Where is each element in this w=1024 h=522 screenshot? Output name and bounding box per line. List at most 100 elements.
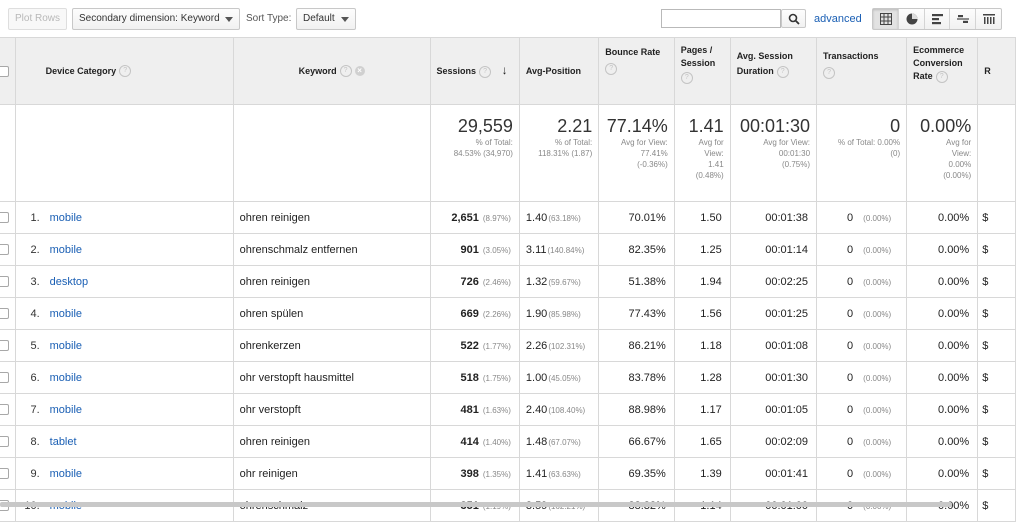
avg-position-percent: (140.84%) [547,245,585,255]
view-pie-button[interactable] [899,9,925,29]
help-icon[interactable]: ? [605,63,618,75]
row-checkbox[interactable] [0,244,10,256]
select-all-checkbox[interactable] [0,65,10,77]
device-category-link[interactable]: tablet [49,435,77,448]
view-performance-button[interactable] [925,9,951,29]
pie-chart-icon [906,13,918,25]
row-checkbox[interactable] [0,372,10,384]
help-icon[interactable]: ? [776,65,789,78]
row-number: 4. [30,307,40,320]
device-category-link[interactable]: mobile [49,339,83,352]
table-row: 8. tablet ohren reinigen 414 (1.40%) 1.48(… [0,425,1016,458]
totals-pages-session-cell: 1.41 Avg for View: 1.41 (0.48%) [673,104,731,202]
pages-per-session-label-line1: Pages / [680,45,713,55]
device-category-link[interactable]: mobile [49,243,83,256]
avg-session-duration-cell: 00:01:08 [729,329,818,362]
totals-subtext: 00:01:30 [778,149,811,158]
next-column-cell: $ [977,265,1016,298]
row-checkbox[interactable] [0,436,10,448]
totals-subtext: % of Total: 0.00% [838,138,901,147]
next-column-cell: $ [977,329,1016,362]
view-data-table-button[interactable] [873,9,899,29]
keyword-header[interactable]: Keyword? × [232,37,431,105]
transactions-value: 0 [847,243,854,256]
table-rows: 1. mobile ohren reinigen 2,651 (8.97%) 1.4… [0,201,1016,522]
device-category-header[interactable]: Device Category? [14,37,234,105]
transactions-value: 0 [847,403,854,416]
avg-session-duration-cell: 00:01:41 [729,457,818,490]
row-checkbox[interactable] [0,308,10,320]
sessions-percent: (8.97%) [482,213,511,223]
next-column-header[interactable]: R [977,37,1016,105]
ecommerce-conversion-rate-cell: 0.00% [906,265,979,298]
pages-per-session-header[interactable]: Pages / Session ? [673,37,731,105]
transactions-header[interactable]: Transactions ? [816,37,908,105]
row-select-cell [0,425,16,458]
plot-rows-button[interactable]: Plot Rows [8,8,68,30]
device-cell: 3. desktop [14,265,234,298]
totals-avg-position-cell: 2.21 % of Total: 118.31% (1.87) [518,104,600,202]
sessions-percent: (1.75%) [482,373,511,383]
device-category-link[interactable]: mobile [49,211,83,224]
sort-type-label: Sort Type: [246,13,292,24]
help-icon[interactable]: ? [119,65,132,78]
remove-dimension-icon[interactable]: × [354,66,365,77]
view-term-cloud-button[interactable] [976,9,1001,29]
avg-position-percent: (59.67%) [548,277,581,287]
avg-session-duration-cell: 00:01:14 [729,233,818,266]
help-icon[interactable]: ? [935,70,948,83]
transactions-percent: (0.00%) [863,437,892,447]
row-checkbox[interactable] [0,340,10,352]
help-icon[interactable]: ? [823,67,836,79]
row-number: 8. [30,435,40,448]
row-checkbox[interactable] [0,212,10,224]
transactions-percent: (0.00%) [863,213,892,223]
advanced-filter-link[interactable]: advanced [814,13,862,25]
table-header-row: Device Category? Keyword? × Sessions? ↓ A… [0,37,1016,105]
comparison-icon [957,15,970,23]
totals-subtext: (0.00%) [943,171,972,180]
totals-subtext: (0.48%) [695,171,724,180]
bounce-rate-header[interactable]: Bounce Rate ? [598,37,675,105]
sessions-cell: 669 (2.26%) [429,297,520,330]
avg-position-header[interactable]: Avg-Position [518,37,600,105]
device-category-link[interactable]: mobile [49,307,83,320]
help-icon[interactable]: ? [479,65,492,78]
row-checkbox[interactable] [0,276,10,288]
device-category-link[interactable]: desktop [49,275,89,288]
help-icon[interactable]: ? [339,65,352,78]
table-row: 4. mobile ohren spülen 669 (2.26%) 1.90(85… [0,297,1016,330]
row-checkbox[interactable] [0,468,10,480]
row-number: 2. [30,243,40,256]
avg-session-duration-header[interactable]: Avg. Session Duration? [729,37,818,105]
row-checkbox[interactable] [0,404,10,416]
transactions-cell: 0 (0.00%) [816,329,908,362]
avg-position-value: 1.40 [525,211,548,224]
avg-position-header-label: Avg-Position [525,65,582,76]
sort-type-dropdown[interactable]: Default [296,8,356,30]
horizontal-scrollbar[interactable] [0,502,952,507]
device-category-link[interactable]: mobile [49,371,83,384]
sessions-value: 481 [460,403,479,416]
table-row: 7. mobile ohr verstopft 481 (1.63%) 2.40(1… [0,393,1016,426]
secondary-dimension-dropdown[interactable]: Secondary dimension: Keyword [72,8,240,30]
avg-session-duration-cell: 00:01:30 [729,361,818,394]
ecommerce-conversion-rate-cell: 0.00% [906,425,979,458]
bounce-rate-cell: 88.98% [598,393,675,426]
device-category-link[interactable]: mobile [49,403,83,416]
device-cell: 7. mobile [14,393,234,426]
bar-chart-icon [931,14,943,25]
help-icon[interactable]: ? [680,72,693,84]
totals-subtext: % of Total: [555,138,593,147]
table-grid-icon [880,13,892,25]
ecommerce-label-line1: Ecommerce [913,45,965,55]
search-button[interactable] [781,9,806,28]
device-category-header-label: Device Category [45,65,117,76]
device-category-link[interactable]: mobile [49,467,83,480]
sessions-cell: 901 (3.05%) [429,233,520,266]
row-select-cell [0,265,16,298]
ecommerce-conversion-rate-header[interactable]: Ecommerce Conversion Rate? [906,37,979,105]
table-search-input[interactable] [661,9,781,28]
view-comparison-button[interactable] [950,9,977,29]
sessions-header[interactable]: Sessions? ↓ [429,37,520,105]
